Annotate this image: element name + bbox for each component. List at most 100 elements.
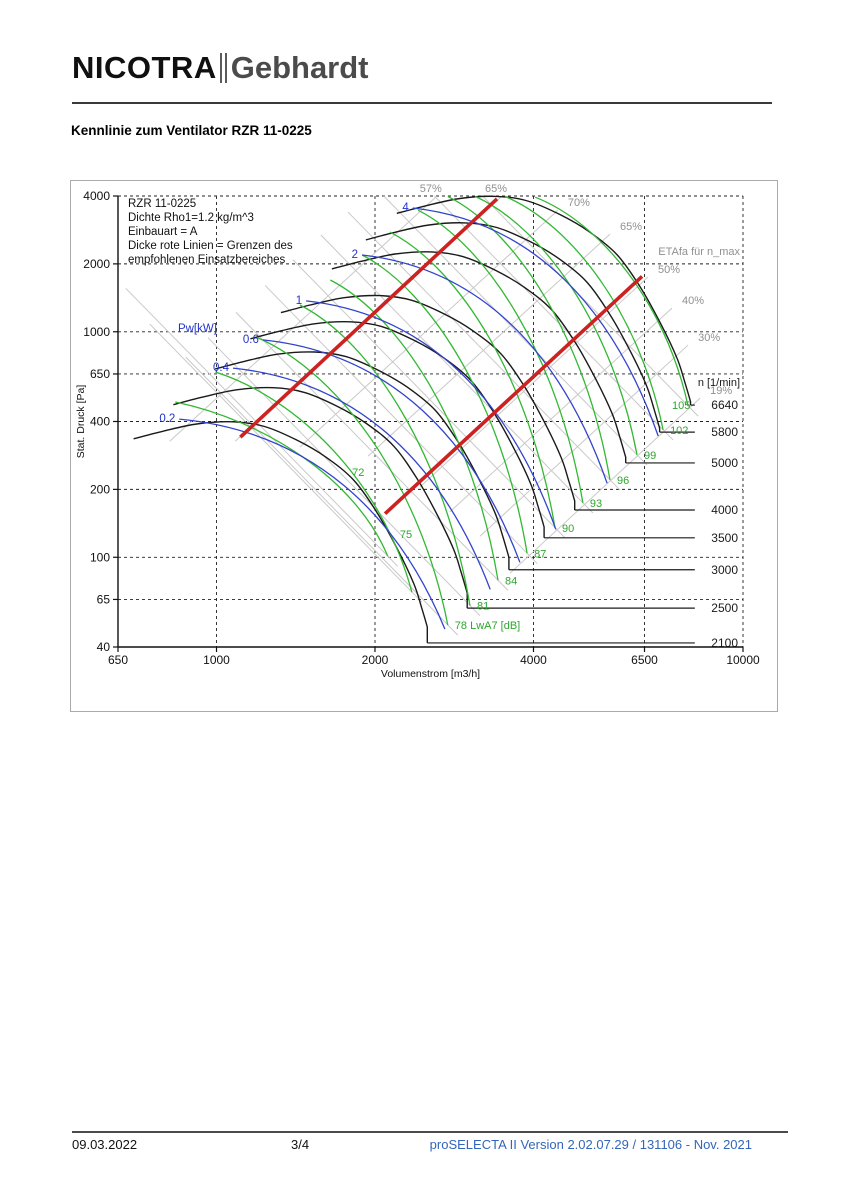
logo-nicotra-text: NICOTRA (72, 50, 217, 85)
power-value-label: 2 (352, 249, 358, 261)
power-curve (262, 339, 521, 563)
power-curve (412, 207, 659, 437)
chart-outer-border (70, 180, 778, 712)
logo-divider-bars-icon (219, 53, 227, 83)
rpm-curve (280, 294, 576, 510)
efficiency-percent-label: 70% (568, 197, 590, 209)
power-value-label: 0.2 (159, 413, 175, 425)
efficiency-percent-label: 19% (710, 385, 732, 397)
chart-legend-line: Dicke rote Linien = Grenzen des (128, 240, 293, 252)
rpm-curve (173, 386, 468, 609)
efficiency-percent-label: 65% (620, 221, 642, 233)
noise-curve (534, 196, 689, 407)
header-rule (72, 102, 772, 104)
rpm-label: 3000 (711, 563, 738, 577)
noise-level-label: 93 (590, 498, 602, 510)
eta-note-label: ETAfa für n_max (658, 246, 740, 258)
efficiency-line (299, 209, 559, 448)
power-value-label: 1 (296, 295, 302, 307)
noise-curve (299, 304, 471, 606)
power-value-label: 0.6 (243, 334, 259, 346)
power-curve (362, 254, 608, 484)
noise-curve (361, 254, 528, 554)
y-axis-title: Stat. Druck [Pa] (75, 385, 87, 459)
noise-level-label: 81 (477, 601, 489, 613)
chart-legend-line: Einbauart = A (128, 226, 198, 238)
noise-level-label: 78 LwA7 [dB] (455, 620, 520, 632)
power-curve (306, 300, 557, 530)
efficiency-line (419, 276, 649, 488)
noise-level-label: 99 (644, 450, 656, 462)
noise-curve (417, 209, 584, 504)
efficiency-line (479, 344, 689, 537)
noise-guide-diagonal (383, 195, 648, 466)
noise-curve (389, 231, 556, 529)
noise-level-label: 96 (617, 475, 629, 487)
power-value-label: 4 (402, 202, 409, 214)
noise-curve (257, 337, 449, 626)
x-tick-label: 2000 (362, 653, 389, 667)
x-tick-label: 6500 (631, 653, 658, 667)
rpm-label: 5800 (711, 425, 738, 439)
x-axis-title: Volumenstrom [m3/h] (381, 668, 480, 680)
x-tick-label: 10000 (726, 653, 760, 667)
y-tick-label: 200 (90, 482, 110, 496)
noise-level-label: 90 (562, 523, 574, 535)
efficiency-line (169, 195, 438, 442)
efficiency-percent-label: 65% (485, 183, 507, 195)
y-tick-label: 100 (90, 550, 110, 564)
x-tick-label: 4000 (520, 653, 547, 667)
noise-guide-diagonal (264, 285, 538, 564)
rpm-label: 5000 (711, 456, 738, 470)
power-curve (179, 418, 446, 630)
rpm-label: 6640 (711, 398, 738, 412)
noise-curve (447, 195, 611, 481)
noise-curve (504, 195, 664, 431)
efficiency-line (367, 233, 611, 457)
chart-legend-line: RZR 11-0225 (128, 198, 196, 210)
footer-page-number: 3/4 (291, 1137, 310, 1152)
noise-guide-diagonal (149, 323, 423, 603)
rpm-curve (365, 222, 661, 433)
noise-guide-diagonal (207, 337, 481, 617)
efficiency-line (509, 397, 701, 574)
noise-guide-diagonal (434, 195, 674, 441)
fan-curve-chart: 2100 2500 3000 3500 4000 5000 5800 6640 72 75 78 L… (70, 180, 778, 712)
noise-curve (330, 279, 499, 581)
rpm-curve (331, 251, 627, 463)
noise-level-label: 105 (672, 400, 690, 412)
y-tick-label: 65 (97, 592, 111, 606)
efficiency-percent-label: 40% (682, 295, 704, 307)
logo-gebhardt-text: Gebhardt (230, 50, 369, 85)
y-tick-label: 4000 (83, 189, 110, 203)
rpm-label: 2500 (711, 601, 738, 615)
y-tick-label: 2000 (83, 257, 110, 271)
noise-level-label: 87 (534, 548, 546, 560)
noise-curve (175, 401, 389, 557)
rpm-label: 2100 (711, 636, 738, 650)
noise-curve (474, 195, 638, 456)
rpm-label: 4000 (711, 503, 738, 517)
chart-legend-line: Dichte Rho1=1.2 kg/m^3 (128, 212, 254, 224)
recommended-range-limit-line (239, 197, 499, 439)
y-tick-label: 40 (97, 640, 111, 654)
noise-guide-diagonal (125, 287, 399, 567)
footer-date: 09.03.2022 (72, 1137, 138, 1152)
rpm-curve (396, 195, 692, 406)
page-title: Kennlinie zum Ventilator RZR 11-0225 (71, 123, 312, 138)
y-tick-label: 400 (90, 415, 110, 429)
nicotra-gebhardt-logo: NICOTRA Gebhardt (72, 50, 369, 86)
noise-guide-diagonal (185, 356, 459, 636)
rpm-curve (133, 421, 428, 643)
noise-guide-diagonal (347, 211, 621, 491)
footer-rule (72, 1131, 788, 1133)
power-curve (232, 367, 491, 590)
noise-level-label: 72 (352, 467, 364, 479)
noise-level-label: 84 (505, 575, 517, 587)
power-axis-label: Pw[kW] (178, 323, 217, 335)
rpm-label: 3500 (711, 531, 738, 545)
noise-curve (215, 371, 413, 593)
rpm-axis-unit-label: n [1/min] (698, 377, 740, 389)
